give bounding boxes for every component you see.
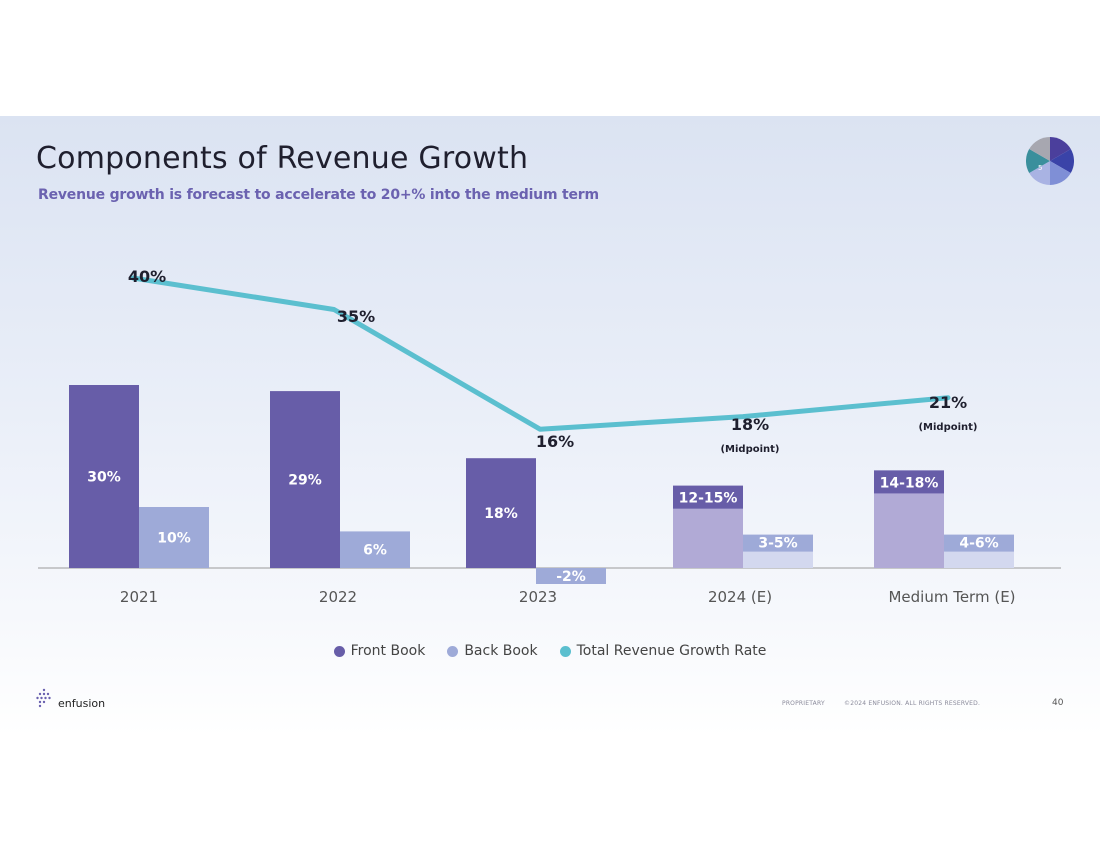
page-title: Components of Revenue Growth — [36, 141, 529, 176]
bar-back-book-label-2: -2% — [556, 569, 586, 585]
company-logo: enfusion — [36, 688, 105, 710]
x-tick-label-0: 2021 — [120, 588, 158, 606]
bar-back-book-label-3: 3-5% — [758, 536, 797, 552]
bar-back-book-label-0: 10% — [157, 531, 191, 547]
x-tick-label-4: Medium Term (E) — [888, 588, 1015, 606]
bar-back-book-label-band-3 — [743, 534, 813, 552]
legend-swatch-front-book — [333, 645, 345, 657]
total-growth-note-4: (Midpoint) — [918, 422, 977, 433]
total-growth-label-0: 40% — [128, 267, 166, 286]
legend-item-total-growth: Total Revenue Growth Rate — [559, 643, 767, 659]
slide-background — [0, 116, 1100, 736]
bar-front-book-label-2: 18% — [484, 506, 518, 522]
bar-front-book-label-band-3 — [673, 485, 743, 509]
legend-swatch-total-growth — [559, 645, 571, 657]
total-growth-label-1: 35% — [337, 307, 375, 326]
bar-front-book-label-1: 29% — [288, 473, 322, 489]
bar-front-book-1 — [270, 391, 340, 568]
total-growth-label-2: 16% — [536, 432, 574, 451]
bar-front-book-0 — [69, 385, 139, 568]
bar-back-book-label-band-4 — [944, 534, 1014, 552]
badge-label: 5 — [1038, 164, 1042, 172]
total-growth-note-3: (Midpoint) — [720, 444, 779, 455]
bar-front-book-label-band-4 — [874, 470, 944, 494]
bar-front-book-label-4: 14-18% — [880, 475, 939, 491]
chart-legend: Front Book Back Book Total Revenue Growt… — [0, 643, 1100, 659]
total-growth-label-4: 21% — [929, 393, 967, 412]
legend-item-back-book: Back Book — [447, 643, 538, 659]
bar-front-book-2 — [466, 458, 536, 568]
x-tick-label-1: 2022 — [319, 588, 357, 606]
logo-wordmark: enfusion — [58, 697, 106, 710]
page-number: 40 — [1052, 698, 1064, 708]
legend-label-back-book: Back Book — [464, 643, 538, 659]
page-subtitle: Revenue growth is forecast to accelerate… — [38, 187, 599, 203]
logo-dots-icon — [36, 688, 51, 708]
footer-proprietary: PROPRIETARY — [782, 700, 825, 707]
bar-back-book-0 — [139, 507, 209, 568]
footer-copyright: ©2024 ENFUSION. ALL RIGHTS RESERVED. — [844, 700, 981, 707]
bar-back-book-label-1: 6% — [363, 543, 387, 559]
bar-back-book-1 — [340, 531, 410, 568]
total-growth-line — [130, 275, 951, 432]
legend-label-total-growth: Total Revenue Growth Rate — [576, 643, 767, 659]
legend-item-front-book: Front Book — [333, 643, 426, 659]
bar-back-book-label-4: 4-6% — [959, 536, 998, 552]
bar-front-book-label-0: 30% — [87, 470, 121, 486]
total-growth-label-3: 18% — [731, 415, 769, 434]
x-tick-label-3: 2024 (E) — [708, 588, 772, 606]
bar-back-book-2 — [536, 568, 606, 584]
section-badge-icon: 5 — [1026, 137, 1074, 185]
bar-front-book-label-3: 12-15% — [679, 491, 738, 507]
legend-swatch-back-book — [447, 645, 459, 657]
x-tick-label-2: 2023 — [519, 588, 557, 606]
legend-label-front-book: Front Book — [350, 643, 426, 659]
